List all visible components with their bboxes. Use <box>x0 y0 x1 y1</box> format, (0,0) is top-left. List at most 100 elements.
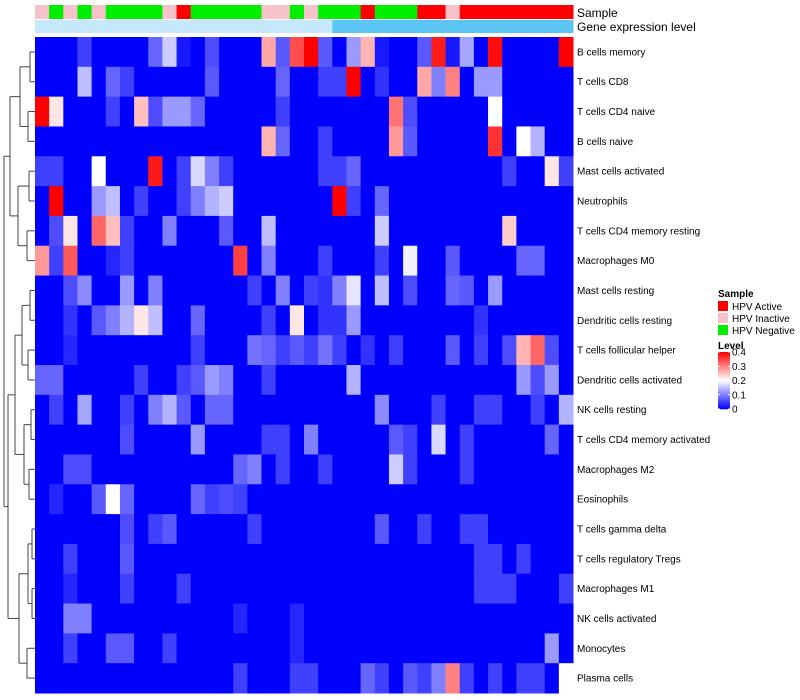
heatmap-cell <box>91 245 107 277</box>
heatmap-cell <box>360 245 376 277</box>
track-cell <box>304 5 319 19</box>
heatmap-cell <box>332 454 347 485</box>
heatmap-cell <box>530 126 546 157</box>
track-cell <box>219 20 234 33</box>
heatmap-cell <box>304 275 319 306</box>
heatmap-cell <box>204 663 220 694</box>
heatmap-cell <box>374 603 390 634</box>
heatmap-cell <box>162 66 178 98</box>
heatmap-cell <box>318 126 333 157</box>
heatmap-cell <box>473 66 489 98</box>
heatmap-cell <box>516 156 532 187</box>
heatmap-cell <box>544 275 560 306</box>
heatmap-cell <box>544 156 560 187</box>
heatmap-cell <box>91 454 107 485</box>
heatmap-cell <box>77 514 93 545</box>
heatmap-cell <box>360 573 376 605</box>
heatmap-cell <box>91 514 107 545</box>
track-cell <box>488 5 503 19</box>
heatmap-cell <box>445 126 461 157</box>
heatmap-cell <box>403 305 418 336</box>
colorbar-step <box>718 403 730 406</box>
heatmap-cell <box>63 156 78 187</box>
heatmap-cell <box>49 335 64 366</box>
heatmap-cell <box>233 156 248 187</box>
heatmap-cell <box>431 424 447 455</box>
heatmap-cell <box>332 215 347 247</box>
colorbar-step <box>718 357 730 360</box>
heatmap-cell <box>360 663 376 694</box>
heatmap-cell <box>530 365 546 396</box>
heatmap-cell <box>77 156 93 187</box>
heatmap-cell <box>558 215 574 247</box>
track-cell <box>233 20 248 33</box>
heatmap-cell <box>346 424 362 455</box>
heatmap-cell <box>346 305 362 336</box>
heatmap-cell <box>289 186 305 217</box>
heatmap-cell <box>233 275 248 306</box>
heatmap-cell <box>261 663 277 694</box>
heatmap-cell <box>374 245 390 277</box>
heatmap-cell <box>445 365 461 396</box>
heatmap-cell <box>502 215 517 247</box>
heatmap-cell <box>233 245 248 277</box>
heatmap-cell <box>219 156 234 187</box>
heatmap-cell <box>105 484 121 515</box>
heatmap-cell <box>247 96 263 127</box>
heatmap-cell <box>148 573 163 605</box>
heatmap-cell <box>261 573 277 605</box>
row-label: B cells memory <box>577 47 645 58</box>
heatmap-cell <box>318 96 333 127</box>
heatmap-cell <box>558 484 574 515</box>
heatmap-cell <box>190 543 206 575</box>
heatmap-cell <box>134 514 149 545</box>
colorbar-step <box>718 406 730 408</box>
colorbar-step <box>718 383 730 386</box>
heatmap-cell <box>219 633 234 664</box>
heatmap-cell <box>332 96 347 127</box>
heatmap-cell <box>530 514 546 545</box>
heatmap-cell <box>35 156 50 187</box>
heatmap-cell <box>544 66 560 98</box>
heatmap-cell <box>162 454 178 485</box>
heatmap-cell <box>63 186 78 217</box>
heatmap-cell <box>544 245 560 277</box>
colorbar-step <box>718 377 730 380</box>
heatmap-cell <box>176 66 192 98</box>
heatmap-cell <box>417 335 432 366</box>
heatmap-cell <box>403 484 418 515</box>
track-cell <box>374 5 390 19</box>
heatmap-cell <box>360 126 376 157</box>
track-cell <box>204 5 220 19</box>
heatmap-cell <box>35 365 50 396</box>
track-cell <box>403 5 418 19</box>
colorbar-step <box>718 360 730 363</box>
heatmap-cell <box>176 37 192 68</box>
heatmap-cell <box>289 633 305 664</box>
heatmap-cell <box>190 514 206 545</box>
heatmap-cell <box>360 394 376 426</box>
heatmap-cell <box>247 245 263 277</box>
heatmap-cell <box>91 365 107 396</box>
heatmap-cell <box>502 424 517 455</box>
track-cell <box>318 20 333 33</box>
heatmap-cell <box>346 573 362 605</box>
colorbar-step <box>718 393 730 396</box>
heatmap-cell <box>204 543 220 575</box>
track-cell <box>318 5 333 19</box>
colorbar-tick-label: 0.2 <box>732 376 746 387</box>
heatmap-cell <box>190 215 206 247</box>
heatmap-cell <box>374 215 390 247</box>
heatmap-cell <box>275 424 291 455</box>
track-cell <box>219 5 234 19</box>
colorbar-step <box>718 369 730 371</box>
heatmap-cell <box>558 454 574 485</box>
heatmap-cell <box>488 633 503 664</box>
heatmap-cell <box>233 215 248 247</box>
heatmap-cell <box>304 186 319 217</box>
heatmap-cell <box>360 424 376 455</box>
track-cell <box>544 5 560 19</box>
heatmap-cell <box>459 543 475 575</box>
heatmap-cell <box>176 215 192 247</box>
heatmap-cell <box>473 394 489 426</box>
